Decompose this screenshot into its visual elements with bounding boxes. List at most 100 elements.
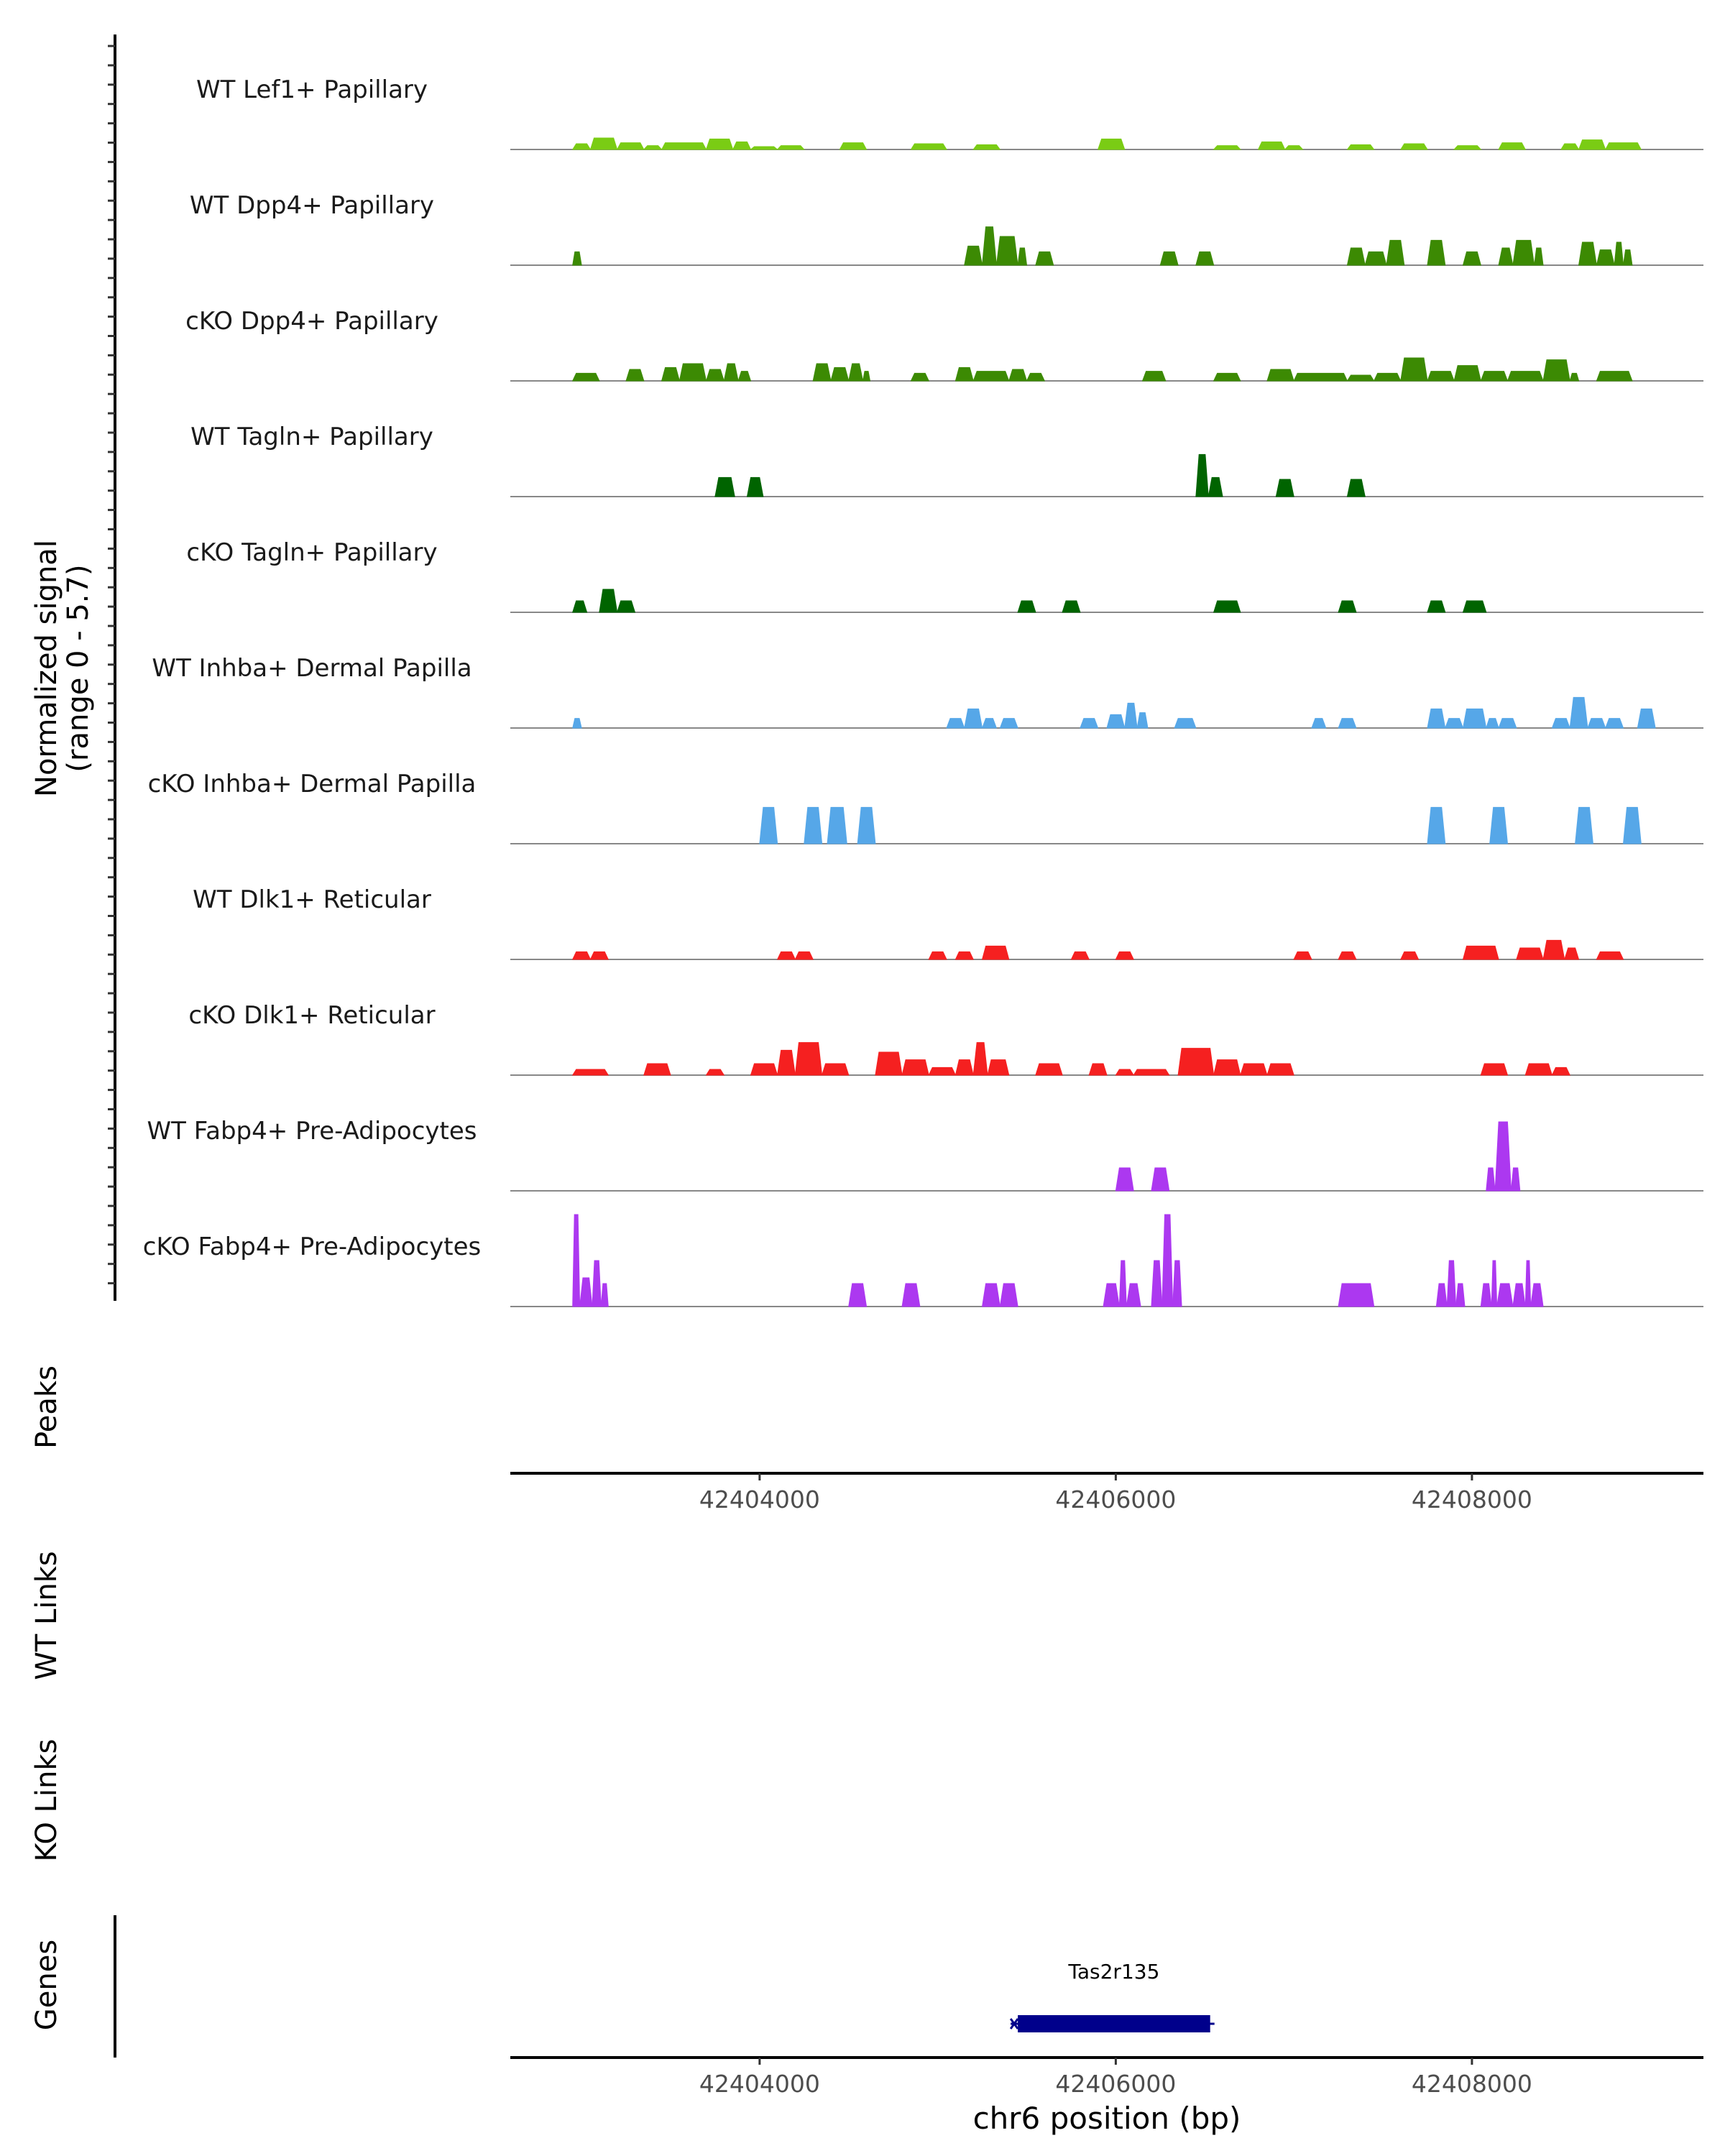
signal-segment	[981, 1283, 1000, 1307]
x-tick-label: 42408000	[1412, 2070, 1532, 2098]
signal-segment	[1373, 372, 1402, 382]
signal-segment	[1512, 1283, 1526, 1307]
signal-segment	[1480, 371, 1509, 382]
x-tick-label: 42406000	[1055, 2070, 1176, 2098]
track: cKO Tagln+ Papillary	[186, 538, 1703, 613]
signal-segment	[1512, 239, 1535, 266]
signal-segment	[1275, 479, 1294, 497]
signal-segment	[592, 1260, 602, 1307]
signal-segment	[972, 144, 1001, 150]
signal-segment	[661, 367, 681, 382]
signal-segment	[723, 363, 739, 382]
signal-segment	[1578, 139, 1606, 150]
signal-segment	[705, 369, 724, 382]
signal-segment	[981, 945, 1010, 960]
signal-segment	[1427, 239, 1446, 266]
signal-segment	[987, 1059, 1010, 1076]
peaks-x-axis-ticks: 42404000 42406000 42408000	[699, 1473, 1532, 1514]
signal-segment	[572, 600, 588, 613]
signal-segment	[661, 142, 707, 150]
signal-segment	[1266, 369, 1294, 382]
signal-segment	[1141, 371, 1167, 382]
track-label: cKO Fabp4+ Pre-Adipocytes	[143, 1233, 482, 1261]
signal-segment	[616, 142, 645, 150]
signal-segment	[1569, 372, 1580, 382]
signal-segment	[1491, 1260, 1498, 1307]
signal-segment	[857, 806, 876, 844]
signal-segment	[954, 951, 974, 960]
x-axis-title: chr6 position (bp)	[973, 2101, 1241, 2136]
signal-segment	[804, 806, 823, 844]
signal-segment	[1427, 600, 1446, 613]
coverage-tracks: WT Lef1+ Papillary WT Dpp4+ Papillary cKO …	[143, 75, 1703, 1307]
signal-segment	[1494, 1121, 1512, 1192]
signal-segment	[571, 143, 592, 150]
signal-segment	[1284, 145, 1304, 150]
signal-segment	[589, 137, 618, 150]
signal-segment	[678, 363, 707, 382]
track-label: WT Lef1+ Papillary	[196, 75, 428, 104]
signal-segment	[714, 476, 735, 497]
signal-segment	[1530, 1283, 1544, 1307]
track: WT Dpp4+ Papillary	[190, 191, 1703, 266]
wt-links-label: WT Links	[30, 1551, 63, 1680]
signal-segment	[1159, 251, 1179, 266]
y-axis-range: (range 0 - 5.7)	[62, 564, 95, 772]
signal-segment	[1400, 357, 1428, 382]
signal-segment	[1453, 365, 1481, 382]
signal-segment	[1506, 371, 1544, 382]
signal-segment	[999, 1283, 1018, 1307]
signal-segment	[964, 245, 983, 266]
gene-label: Tas2r135	[1067, 1960, 1159, 1984]
signal-segment	[1293, 951, 1312, 960]
signal-segment	[776, 145, 805, 150]
signal-segment	[830, 367, 850, 382]
signal-segment	[1162, 1214, 1174, 1307]
track: WT Lef1+ Papillary	[196, 75, 1703, 150]
signal-segment	[616, 600, 636, 613]
signal-segment	[1115, 1069, 1135, 1076]
signal-segment	[794, 1042, 823, 1076]
signal-segment	[1338, 1283, 1375, 1307]
track-label: WT Fabp4+ Pre-Adipocytes	[147, 1117, 477, 1146]
signal-segment	[579, 1277, 593, 1307]
signal-segment	[571, 372, 600, 382]
signal-segment	[1070, 951, 1090, 960]
signal-segment	[839, 142, 868, 150]
signal-segment	[1498, 247, 1514, 266]
signal-segment	[1578, 241, 1597, 266]
signal-segment	[705, 1069, 725, 1076]
signal-segment	[812, 363, 832, 382]
track: cKO Inhba+ Dermal Papilla	[148, 770, 1703, 844]
signal-segment	[972, 1042, 988, 1076]
signal-segment	[1213, 1059, 1241, 1076]
signal-segment	[1614, 241, 1624, 266]
signal-segment	[848, 363, 864, 382]
signal-segment	[1498, 142, 1527, 150]
x-tick-label: 42406000	[1055, 1485, 1176, 1514]
signal-segment	[1118, 1260, 1127, 1307]
signal-segment	[1542, 939, 1565, 960]
signal-segment	[1151, 1260, 1163, 1307]
signal-segment	[954, 1059, 974, 1076]
track: cKO Fabp4+ Pre-Adipocytes	[143, 1214, 1703, 1307]
signal-segment	[794, 951, 814, 960]
signal-segment	[1097, 138, 1126, 150]
signal-segment	[777, 1049, 796, 1076]
signal-segment	[901, 1283, 921, 1307]
signal-segment	[910, 143, 947, 150]
signal-segment	[1534, 247, 1544, 266]
signal-segment	[1008, 369, 1028, 382]
gene-annotations: Tas2r135	[1009, 1960, 1215, 2032]
signal-segment	[1446, 1260, 1457, 1307]
signal-segment	[737, 371, 752, 382]
signal-segment	[1035, 1063, 1063, 1076]
signal-segment	[999, 718, 1018, 729]
genes-x-axis-ticks: 42404000 42406000 42408000	[699, 2058, 1532, 2098]
signal-segment	[1346, 374, 1375, 382]
signal-segment	[1435, 1283, 1448, 1307]
signal-segment	[1257, 141, 1286, 150]
signal-segment	[1569, 696, 1588, 729]
signal-segment	[1026, 372, 1046, 382]
